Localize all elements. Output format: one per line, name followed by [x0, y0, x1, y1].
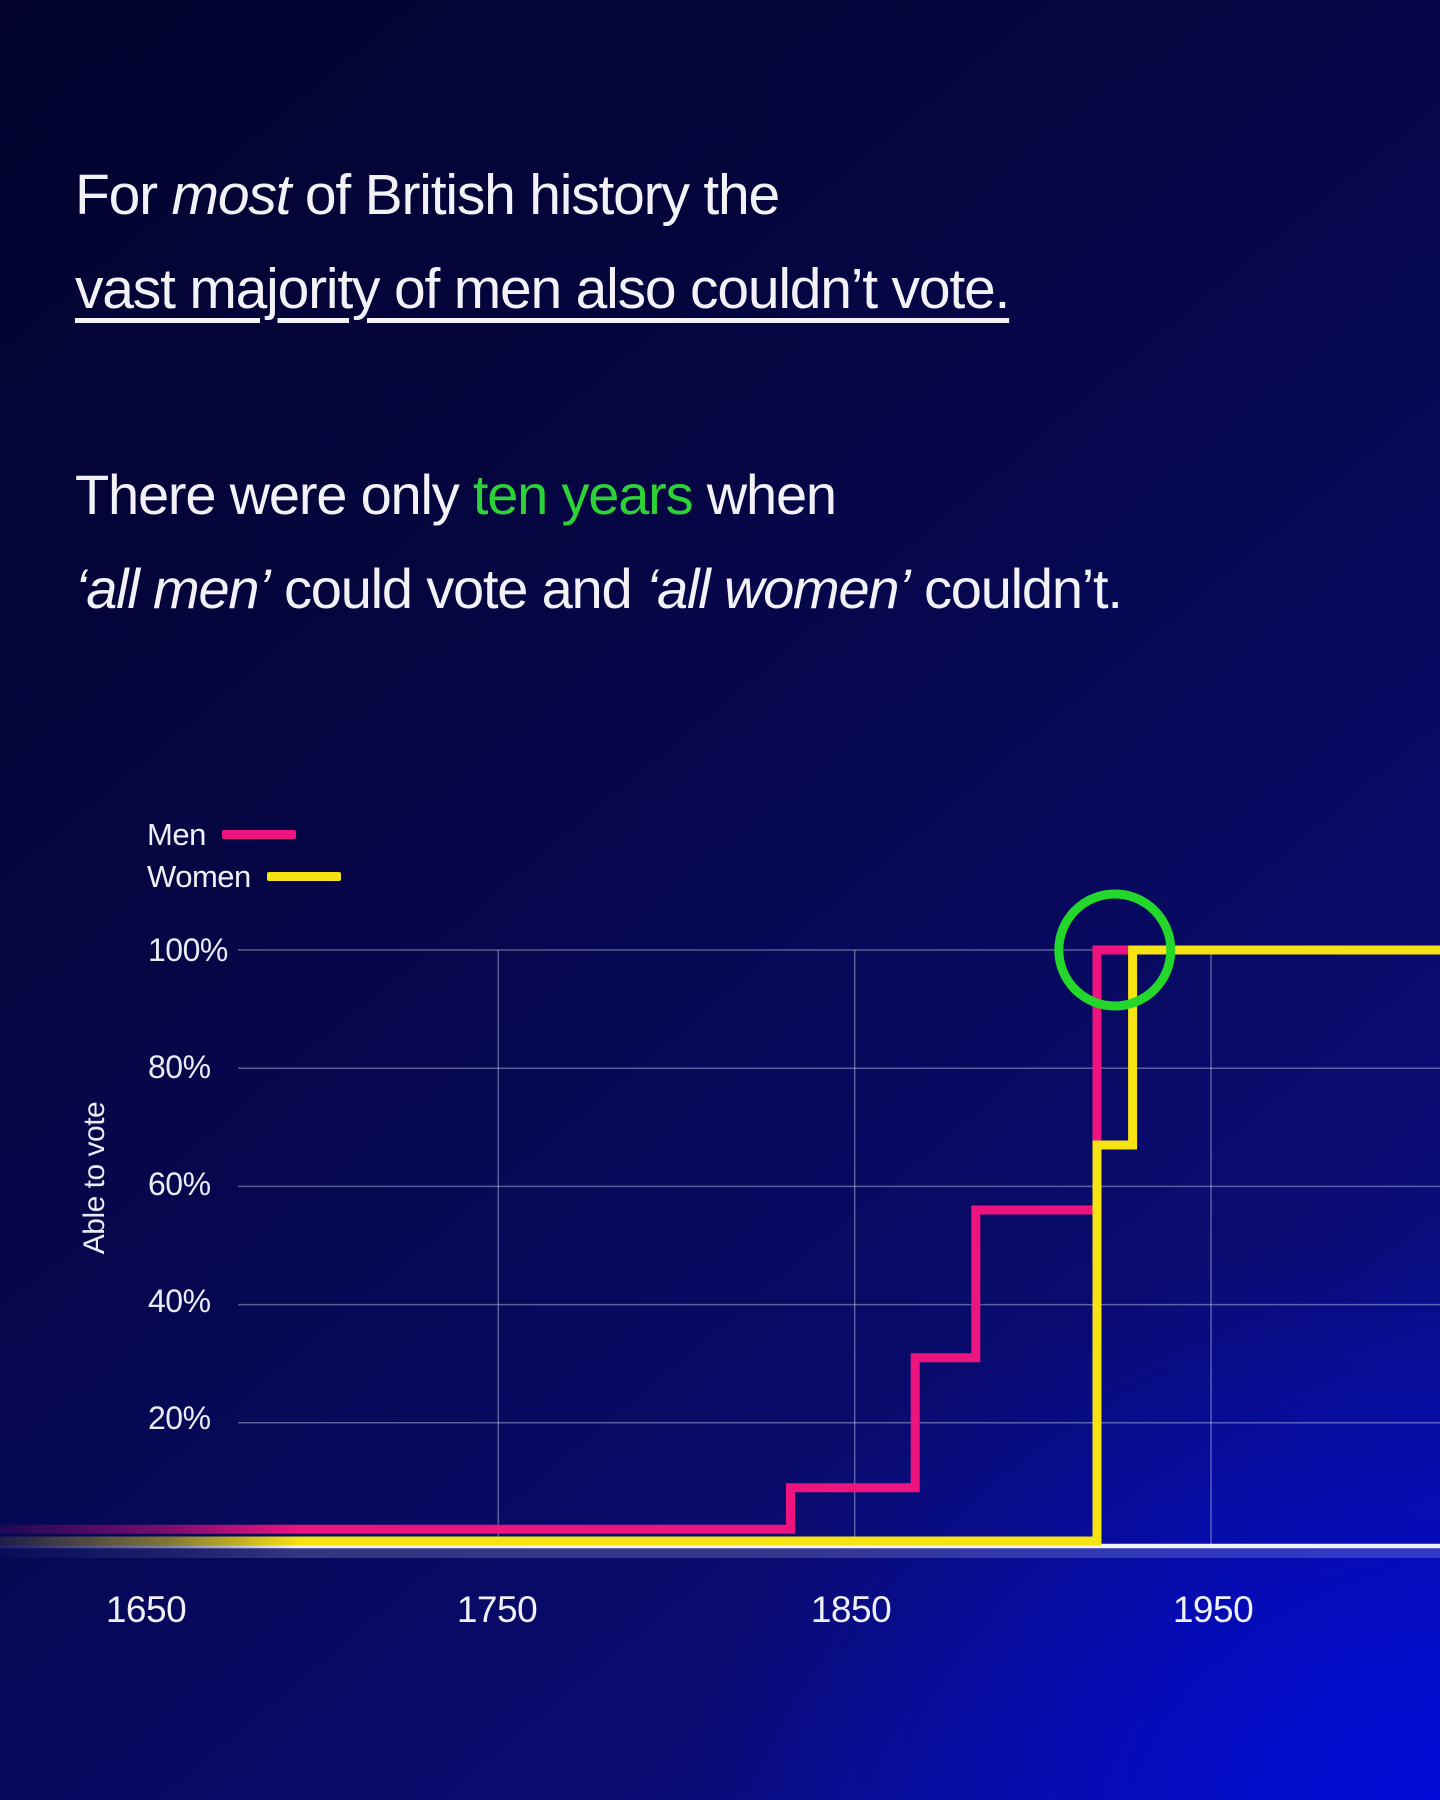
- ten-years-annotation-circle: [1054, 889, 1176, 1011]
- subtext-line2-post: couldn’t.: [909, 557, 1123, 620]
- subtext-all-men-italic: ‘all men’: [75, 557, 271, 620]
- headline-line1-post: of British history the: [290, 163, 780, 227]
- chart-legend: Men Women: [147, 816, 341, 894]
- x-tick-1650: 1650: [105, 1589, 187, 1630]
- legend-label-men: Men: [147, 816, 206, 852]
- women-line-swatch: [266, 872, 341, 881]
- subtext-line2-mid: could vote and: [269, 557, 646, 620]
- legend-item-men: Men: [147, 816, 341, 852]
- headline-line1: For most of British history the: [75, 148, 1405, 242]
- subtext-line1-pre: There were only: [75, 463, 473, 526]
- x-tick-1850: 1850: [810, 1589, 892, 1630]
- subtext-line1-post: when: [692, 463, 837, 526]
- x-tick-1950: 1950: [1172, 1589, 1254, 1630]
- y-tick-20: 20%: [148, 1400, 211, 1436]
- headline-line1-italic: most: [171, 163, 292, 227]
- headline-line2: vast majority of men also couldn’t vote.: [75, 242, 1405, 336]
- headline: For most of British history the vast maj…: [75, 148, 1405, 336]
- subtext: There were only ten years when ‘all men’…: [75, 448, 1415, 636]
- women-series-line: [0, 945, 1440, 1546]
- men-line-swatch: [221, 830, 296, 839]
- subtext-all-women-italic: ‘all women’: [645, 557, 911, 620]
- x-tick-1750: 1750: [456, 1589, 538, 1630]
- subtext-line2: ‘all men’ could vote and ‘all women’ cou…: [75, 542, 1415, 636]
- legend-label-women: Women: [147, 858, 251, 894]
- y-axis-title: Able to vote: [78, 1101, 111, 1255]
- men-series-line: [0, 945, 1440, 1534]
- y-tick-60: 60%: [148, 1166, 211, 1202]
- headline-line1-pre: For: [75, 163, 172, 227]
- gridlines: [238, 949, 1440, 1546]
- y-tick-100: 100%: [148, 932, 228, 968]
- y-tick-40: 40%: [148, 1283, 211, 1319]
- y-tick-80: 80%: [148, 1049, 211, 1085]
- subtext-line1: There were only ten years when: [75, 448, 1415, 542]
- subtext-ten-years-highlight: ten years: [472, 463, 694, 526]
- headline-line2-underlined: vast majority of men also couldn’t vote.: [75, 257, 1010, 321]
- legend-item-women: Women: [147, 858, 341, 894]
